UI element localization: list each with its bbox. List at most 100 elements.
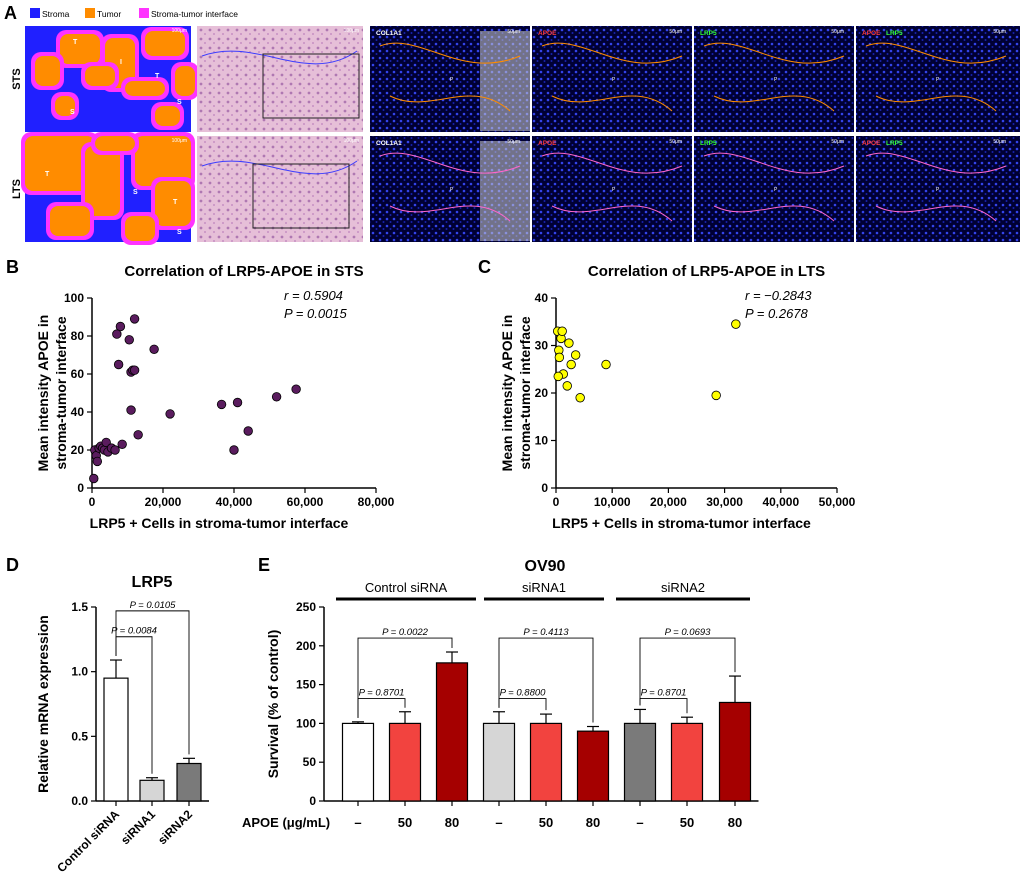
data-point xyxy=(711,390,721,401)
x-tick-label: 20,000 xyxy=(650,495,687,509)
he-boundary-outline xyxy=(201,160,358,175)
seg-tumor-blob xyxy=(85,146,120,216)
y-tick-label: 0 xyxy=(77,481,84,495)
data-point xyxy=(243,426,253,436)
interface-outline xyxy=(379,152,521,174)
panel-c-letter: C xyxy=(478,257,491,277)
bar xyxy=(482,722,516,802)
x-tick-label: 30,000 xyxy=(706,495,743,509)
group-label: siRNA1 xyxy=(522,580,566,595)
seg-region-letter: S xyxy=(177,229,182,236)
significance-bracket xyxy=(357,698,406,718)
channel-label: COL1A1 xyxy=(376,30,402,37)
data-point xyxy=(112,329,122,339)
y-tick-label: 0.5 xyxy=(71,729,88,743)
seg-tumor-blob xyxy=(50,206,90,236)
chart-b: Correlation of LRP5-APOE in STS 0 20 40 60 80… xyxy=(35,263,395,531)
panel-c: C Correlation of LRP5-APOE in LTS 0 10 20 30… xyxy=(478,257,856,531)
seg-tumor-blob xyxy=(155,181,191,226)
bar xyxy=(529,722,563,802)
panel-e-letter: E xyxy=(258,555,270,575)
data-point xyxy=(113,359,124,370)
seg-region-letter: T xyxy=(173,199,178,206)
x-tick-label: 40,000 xyxy=(762,495,799,509)
y-tick-label: 60 xyxy=(71,367,85,381)
channel-label: LRP5 xyxy=(700,140,717,147)
interface-outline xyxy=(379,42,521,64)
panel-a-letter: A xyxy=(4,3,17,23)
row-label-sts: STS xyxy=(11,68,23,89)
scale-bar-label: 50μm xyxy=(507,139,520,145)
segmentation-map-0: T T S S I 100μm xyxy=(25,26,199,132)
data-point xyxy=(126,405,136,415)
p-value-label: P = 0.4113 xyxy=(523,627,569,638)
stat-annotation-1: P = 0.2678 xyxy=(745,306,809,321)
y-axis-label-line-1: stroma-tumor interface xyxy=(517,316,533,469)
y-tick-label: 40 xyxy=(71,405,85,419)
data-point xyxy=(553,371,563,382)
chart-c: Correlation of LRP5-APOE in LTS 0 10 20 30 40… xyxy=(499,263,856,531)
data-point xyxy=(566,359,576,370)
seg-region-letter: T xyxy=(155,73,160,80)
p-value-label: P = 0.0084 xyxy=(111,626,157,637)
fluorescence-image-0-2: P 50μm COL1A1 xyxy=(370,26,530,132)
x-category-label: – xyxy=(636,815,643,830)
he-image-0: 100μm xyxy=(197,26,363,132)
bar xyxy=(139,779,165,802)
interface-outline xyxy=(541,42,683,64)
chart-d: 0.0 0.5 1.0 1.5 P = 0.0084 P = 0.0105 LRP5 Rela… xyxy=(35,574,209,875)
legend-swatch-1 xyxy=(85,8,95,18)
panel-b-letter: B xyxy=(6,257,19,277)
x-tick-label: 50,000 xyxy=(819,495,856,509)
channel-label: LRP5 xyxy=(700,30,717,37)
nuclei-stain xyxy=(694,136,854,242)
y-axis-label-line-0: Mean intensity APOE in xyxy=(499,315,515,472)
region-letter-p: P xyxy=(774,77,778,83)
x-category-label: siRNA2 xyxy=(155,807,195,847)
bar xyxy=(341,722,375,802)
data-point xyxy=(92,456,103,467)
data-point xyxy=(165,409,175,419)
scale-bar-label: 100μm xyxy=(344,138,359,144)
panel-e: E 0 50 100 150 200 250 P = 0.8701 P = 0.0022 P =… xyxy=(242,555,759,830)
seg-tumor-blob xyxy=(125,216,155,241)
y-tick-label: 200 xyxy=(296,639,316,653)
stat-annotation-0: r = 0.5904 xyxy=(284,288,343,303)
data-point xyxy=(562,381,572,391)
y-tick-label: 250 xyxy=(296,600,316,614)
segmentation-map-1: T T S S 100μm xyxy=(21,132,195,245)
fluorescence-image-0-3: P 50μm APOE xyxy=(532,26,692,132)
seg-region-letter: I xyxy=(120,59,122,66)
region-letter-p: P xyxy=(450,77,454,83)
region-letter-p: P xyxy=(936,77,940,83)
fluorescence-image-0-5: P 50μm APOE LRP5 xyxy=(856,26,1020,132)
merge-label-apoe: APOE xyxy=(862,140,881,147)
interface-outline xyxy=(713,205,835,222)
fluorescence-image-0-4: P 50μm LRP5 xyxy=(694,26,854,132)
he-tissue xyxy=(197,26,363,132)
interface-outline xyxy=(703,152,845,174)
x-tick-label: 40,000 xyxy=(216,495,253,509)
data-point xyxy=(229,445,239,455)
p-value-label: P = 0.8800 xyxy=(500,688,547,699)
col1a1-signal xyxy=(480,141,530,241)
y-tick-label: 150 xyxy=(296,678,316,692)
y-tick-label: 10 xyxy=(535,434,549,448)
data-point xyxy=(557,326,567,336)
data-point xyxy=(216,399,227,410)
seg-tumor-blob xyxy=(60,34,100,64)
zoom-box xyxy=(262,53,360,119)
scale-bar-label: 100μm xyxy=(344,28,359,34)
p-value-label: P = 0.0105 xyxy=(130,600,177,611)
bar xyxy=(670,722,704,802)
channel-label: APOE xyxy=(538,140,557,147)
y-axis-label: Survival (% of control) xyxy=(265,630,281,779)
data-point xyxy=(124,335,134,345)
y-tick-label: 100 xyxy=(296,716,316,730)
x-category-label: 50 xyxy=(539,815,553,830)
data-point xyxy=(110,445,120,455)
group-label: Control siRNA xyxy=(365,580,448,595)
scale-bar-label: 50μm xyxy=(993,139,1006,145)
panel-a-legend: Stroma Tumor Stroma-tumor interface xyxy=(30,8,238,19)
